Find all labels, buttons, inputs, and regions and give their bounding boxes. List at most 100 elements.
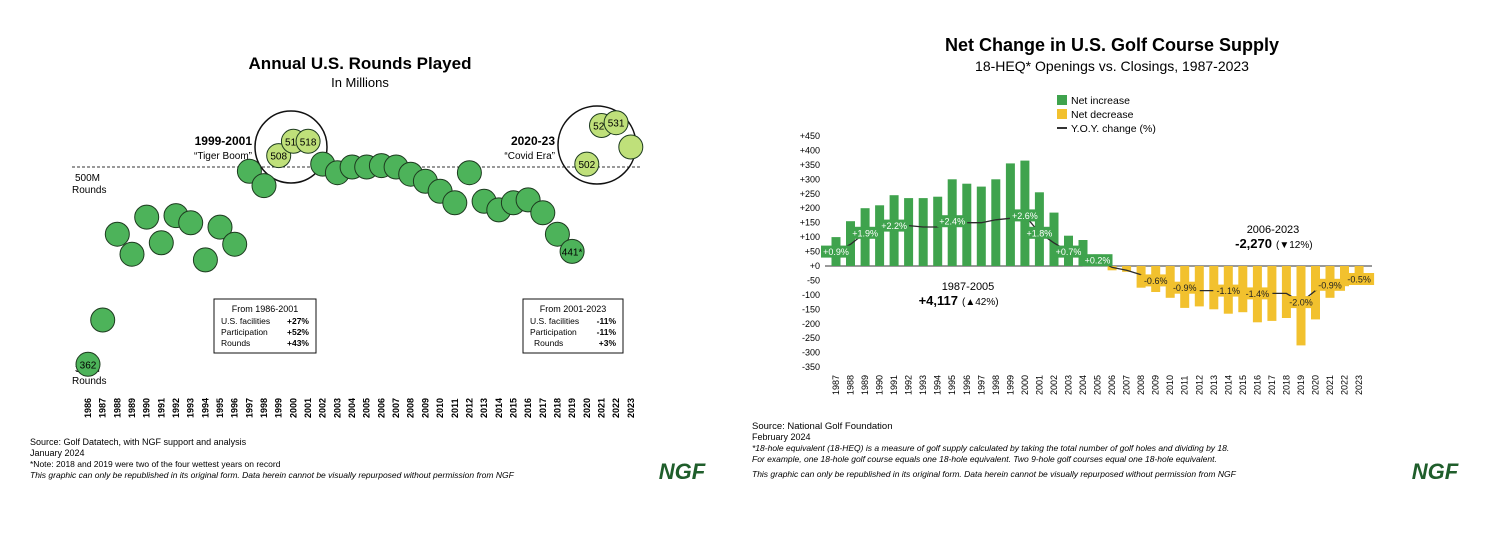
rounds-x-axis-labels: 1986 1987 1988 1989 1990 1991 1992 1993 1994 1995… — [83, 398, 636, 418]
500m-label: 500M — [75, 173, 100, 184]
yoy-label-bg-2011 — [1169, 281, 1200, 294]
yoy-label-2014: -1.1% — [1217, 286, 1241, 296]
rounds-bubble-1988 — [104, 221, 130, 247]
yoy-label-2021: -0.9% — [1318, 280, 1342, 290]
rounds-bubble-label-1999: 508 — [270, 152, 287, 163]
tiger-boom-title: 1999-2001 — [195, 134, 253, 148]
rounds-x-tick-1991: 1991 — [156, 398, 166, 418]
supply-y-tick: -350 — [802, 362, 820, 372]
box-row-label: U.S. facilities — [221, 316, 270, 326]
supply-x-tick-1990: 1990 — [875, 375, 885, 395]
rounds-x-tick-2004: 2004 — [347, 398, 357, 418]
yoy-label-2003: +0.7% — [1056, 247, 1082, 257]
supply-disclaimer: This graphic can only be republished in … — [752, 469, 1237, 479]
supply-source: Source: National Golf Foundation — [752, 421, 892, 432]
rounds-bubble-1995 — [207, 214, 233, 240]
supply-y-tick: +450 — [800, 131, 820, 141]
rounds-x-tick-2001: 2001 — [303, 398, 313, 418]
supply-x-tick-2002: 2002 — [1049, 375, 1059, 395]
yoy-label-bg-2005 — [1082, 254, 1113, 267]
supply-y-tick: -50 — [807, 275, 820, 285]
yoy-label-bg-1991 — [879, 219, 910, 232]
rounds-x-tick-1987: 1987 — [98, 398, 108, 418]
box-row-label: U.S. facilities — [530, 316, 579, 326]
supply-y-tick: +50 — [805, 247, 820, 257]
box-row-value: -11% — [597, 327, 617, 337]
supply-y-tick: +300 — [800, 174, 820, 184]
yoy-label-2009: -0.6% — [1144, 276, 1168, 286]
legend-swatch-decrease — [1057, 109, 1067, 119]
heq-definition: *18-hole equivalent (18-HEQ) is a measur… — [752, 443, 1229, 453]
rounds-x-tick-1996: 1996 — [230, 398, 240, 418]
rounds-x-tick-2023: 2023 — [626, 398, 636, 418]
supply-x-tick-1987: 1987 — [831, 375, 841, 395]
supply-bar-1993 — [918, 198, 928, 266]
rounds-bubble-2018 — [544, 221, 570, 247]
tiger-boom-highlight-circle — [254, 110, 328, 184]
supply-x-tick-1991: 1991 — [889, 375, 899, 395]
yoy-label-bg-2001 — [1024, 226, 1055, 239]
rounds-x-tick-2014: 2014 — [494, 398, 504, 418]
legend-label-yoy: Y.O.Y. change (%) — [1071, 123, 1156, 135]
rounds-x-tick-2020: 2020 — [582, 398, 592, 418]
supply-chart-subtitle: 18-HEQ* Openings vs. Closings, 1987-2023 — [975, 58, 1249, 74]
supply-bar-2006 — [1107, 266, 1117, 271]
rounds-x-tick-2006: 2006 — [376, 398, 386, 418]
supply-x-tick-1992: 1992 — [904, 375, 914, 395]
stats-box-2001-2023: From 2001-2023 U.S. facilities -11% Part… — [522, 298, 624, 354]
supply-bar-2002 — [1049, 212, 1059, 266]
supply-x-tick-2018: 2018 — [1281, 375, 1291, 395]
yoy-label-2016: -1.4% — [1246, 289, 1270, 299]
heq-example: For example, one 18-hole golf course equ… — [752, 454, 1217, 464]
legend: Net increase Net decrease Y.O.Y. change … — [1057, 95, 1156, 135]
rounds-x-tick-2010: 2010 — [435, 398, 445, 418]
supply-x-tick-2006: 2006 — [1107, 375, 1117, 395]
rounds-bubble-2012 — [456, 160, 482, 186]
yoy-label-bg-1989 — [850, 226, 881, 239]
rounds-x-tick-1988: 1988 — [112, 398, 122, 418]
covid-era-title: 2020-23 — [511, 134, 555, 148]
box-row-value: -11% — [597, 316, 617, 326]
yoy-label-bg-2003 — [1053, 245, 1084, 258]
supply-date: February 2024 — [752, 432, 811, 442]
supply-x-tick-2016: 2016 — [1252, 375, 1262, 395]
supply-bar-1997 — [976, 186, 986, 266]
rounds-chart-title: Annual U.S. Rounds Played — [249, 54, 472, 73]
yoy-label-2001: +1.8% — [1027, 228, 1053, 238]
supply-x-tick-2013: 2013 — [1209, 375, 1219, 395]
rounds-x-tick-1986: 1986 — [83, 398, 93, 418]
rounds-x-tick-2021: 2021 — [597, 398, 607, 418]
yoy-label-1995: +2.4% — [939, 217, 965, 227]
rounds-x-tick-1997: 1997 — [244, 398, 254, 418]
rounds-bubble-2022 — [603, 110, 629, 136]
rounds-x-tick-1989: 1989 — [127, 398, 137, 418]
rounds-bubble-2017 — [530, 200, 556, 226]
supply-y-axis-labels: +450 +400 +350 +300 +250 +200 +150 +100 +50 +0 -50… — [800, 131, 820, 372]
supply-x-tick-1995: 1995 — [947, 375, 957, 395]
supply-x-tick-2012: 2012 — [1194, 375, 1204, 395]
supply-y-tick: +150 — [800, 218, 820, 228]
supply-bar-2020 — [1311, 266, 1320, 320]
rounds-bubble-2019 — [559, 238, 585, 264]
500m-rounds-label: Rounds — [72, 185, 106, 196]
yoy-label-bg-2021 — [1315, 278, 1345, 291]
supply-x-tick-2001: 2001 — [1034, 375, 1044, 395]
yoy-label-1989: +1.9% — [852, 228, 878, 238]
supply-y-tick: -300 — [802, 348, 820, 358]
rounds-x-tick-2017: 2017 — [538, 398, 548, 418]
supply-bars — [831, 160, 1364, 346]
supply-y-tick: -250 — [802, 333, 820, 343]
box-row-value: +52% — [287, 327, 309, 337]
period2-value: -2,270 — [1235, 236, 1272, 251]
supply-x-tick-1999: 1999 — [1005, 375, 1015, 395]
supply-x-tick-2003: 2003 — [1064, 375, 1074, 395]
supply-x-tick-2007: 2007 — [1122, 375, 1132, 395]
rounds-x-tick-2012: 2012 — [464, 398, 474, 418]
rounds-x-tick-2013: 2013 — [479, 398, 489, 418]
supply-x-tick-2019: 2019 — [1296, 375, 1306, 395]
supply-y-tick: -200 — [802, 319, 820, 329]
rounds-bubble-label-1986: 362 — [80, 360, 97, 371]
ngf-logo: NGF — [1412, 459, 1459, 484]
rounds-bubble-1998 — [251, 173, 277, 199]
period2-label: 2006-2023 — [1247, 224, 1300, 236]
